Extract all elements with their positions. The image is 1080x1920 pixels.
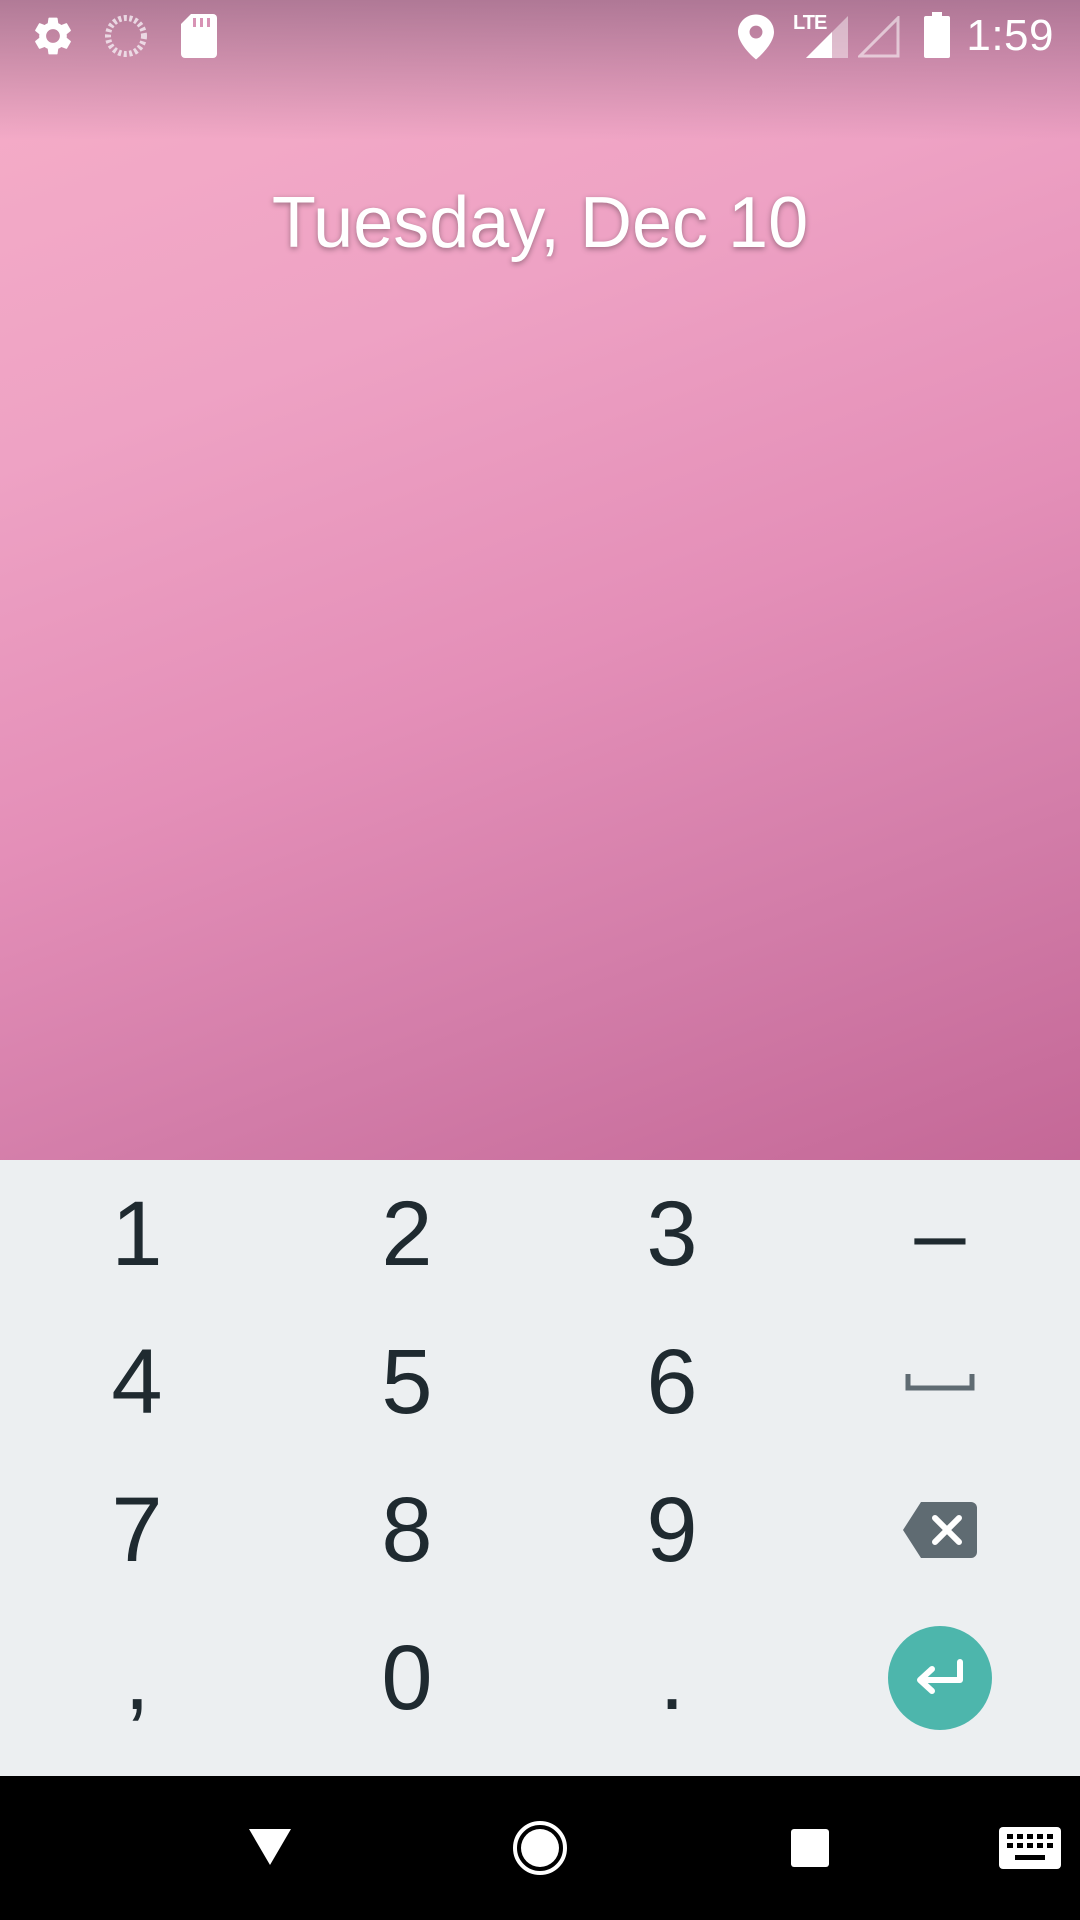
key-period[interactable]: . xyxy=(659,1627,685,1729)
wallpaper xyxy=(0,0,1080,1160)
key-enter[interactable] xyxy=(805,1604,1075,1752)
back-icon xyxy=(249,1829,291,1865)
battery-icon xyxy=(924,12,950,58)
key-7[interactable]: 7 xyxy=(111,1479,163,1581)
key-space[interactable] xyxy=(805,1308,1075,1456)
enter-button[interactable] xyxy=(888,1626,992,1730)
key-3[interactable]: 3 xyxy=(646,1183,698,1285)
enter-icon xyxy=(917,1659,963,1694)
recents-icon xyxy=(791,1829,829,1867)
key-9[interactable]: 9 xyxy=(646,1479,698,1581)
recents-button[interactable] xyxy=(760,1798,860,1898)
key-4[interactable]: 4 xyxy=(111,1331,163,1433)
sd-card-icon xyxy=(181,14,217,58)
keyboard-switch-button[interactable] xyxy=(980,1798,1080,1898)
key-6[interactable]: 6 xyxy=(646,1331,698,1433)
status-time: 1:59 xyxy=(966,11,1054,60)
keyboard-icon xyxy=(999,1827,1061,1869)
settings-icon xyxy=(35,17,71,55)
signal-icon xyxy=(806,16,848,58)
back-button[interactable] xyxy=(220,1798,320,1898)
location-icon xyxy=(738,14,774,60)
key-backspace[interactable] xyxy=(805,1456,1075,1604)
navigation-bar xyxy=(0,1776,1080,1920)
key-2[interactable]: 2 xyxy=(381,1183,433,1285)
key-8[interactable]: 8 xyxy=(381,1479,433,1581)
signal-empty-icon xyxy=(858,16,900,58)
numeric-keypad: 1 2 3 – 4 5 6 7 8 9 , 0 . xyxy=(0,1160,1080,1776)
loading-spinner-icon xyxy=(105,15,147,57)
space-icon xyxy=(905,1374,975,1391)
key-minus[interactable]: – xyxy=(914,1183,966,1285)
key-comma[interactable]: , xyxy=(124,1627,150,1729)
key-0[interactable]: 0 xyxy=(381,1627,433,1729)
status-bar: LTE 1:59 xyxy=(0,0,1080,72)
network-type-label: LTE xyxy=(793,12,827,34)
home-icon xyxy=(513,1821,567,1875)
lock-screen-date: Tuesday, Dec 10 xyxy=(271,183,809,263)
home-button[interactable] xyxy=(490,1798,590,1898)
key-5[interactable]: 5 xyxy=(381,1331,433,1433)
backspace-icon xyxy=(903,1502,977,1558)
key-1[interactable]: 1 xyxy=(111,1183,163,1285)
